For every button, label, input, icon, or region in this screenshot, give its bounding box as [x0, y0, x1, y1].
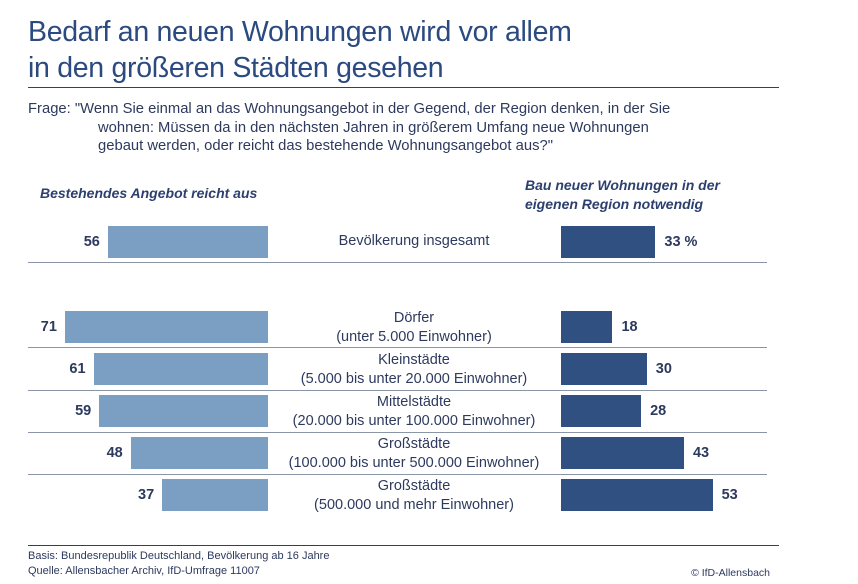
title-divider [28, 87, 779, 88]
bar-left [64, 311, 268, 343]
row-separator [28, 474, 767, 475]
value-label-left: 56 [83, 234, 100, 250]
value-label-left: 61 [69, 361, 86, 377]
bar-right [561, 226, 656, 258]
footer-source: Quelle: Allensbacher Archiv, IfD-Umfrage… [28, 565, 260, 577]
right-header-line-1: Bau neuer Wohnungen in der [525, 177, 720, 193]
bar-right [561, 311, 613, 343]
category-label: Großstädte (100.000 bis unter 500.000 Ein… [270, 435, 558, 473]
question-line-1: Frage: "Wenn Sie einmal an das Wohnungsa… [28, 101, 671, 117]
bar-left [107, 226, 268, 258]
value-label-right: 33 % [664, 234, 698, 250]
value-label-left: 71 [40, 319, 57, 335]
value-label-right: 18 [621, 319, 638, 335]
value-label-left: 48 [106, 445, 123, 461]
category-label-line: Bevölkerung insgesamt [338, 233, 490, 249]
category-label-line: Kleinstädte [378, 352, 450, 368]
category-label-line: (20.000 bis unter 100.000 Einwohner) [292, 413, 536, 429]
category-label: Kleinstädte (5.000 bis unter 20.000 Einwo… [270, 351, 558, 389]
value-label-right: 28 [650, 403, 667, 419]
category-label: Bevölkerung insgesamt [270, 232, 558, 251]
footer-notes: Basis: Bundesrepublik Deutschland, Bevöl… [28, 549, 329, 579]
question-line-2: wohnen: Müssen da in den nächsten Jahren… [98, 119, 649, 136]
bar-left [99, 395, 268, 427]
right-header-line-2: eigenen Region notwendig [525, 196, 704, 212]
question-text: Frage: "Wenn Sie einmal an das Wohnungsa… [28, 100, 788, 156]
category-label-line: (5.000 bis unter 20.000 Einwohner) [300, 371, 528, 387]
value-label-left: 59 [75, 403, 92, 419]
row-separator [28, 262, 767, 263]
value-label-right: 53 [721, 487, 738, 503]
category-label-line: Dörfer [393, 310, 435, 326]
chart-title: Bedarf an neuen Wohnungen wird vor allem… [28, 14, 572, 86]
category-label: Großstädte (500.000 und mehr Einwohner) [270, 477, 558, 515]
right-series-header: Bau neuer Wohnungen in der eigenen Regio… [525, 176, 720, 214]
value-label-left: 37 [138, 487, 155, 503]
row-separator [28, 390, 767, 391]
row-separator [28, 432, 767, 433]
category-label-line: (500.000 und mehr Einwohner) [314, 497, 514, 513]
bar-left [130, 437, 268, 469]
bar-right [561, 395, 642, 427]
category-label-line: (100.000 bis unter 500.000 Einwohner) [288, 455, 540, 471]
footer-divider [28, 545, 779, 546]
category-label: Mittelstädte (20.000 bis unter 100.000 Ei… [270, 393, 558, 431]
bar-left [162, 479, 268, 511]
category-label-line: Mittelstädte [376, 394, 452, 410]
value-label-right: 30 [655, 361, 672, 377]
row-separator [28, 347, 767, 348]
title-line-1: Bedarf an neuen Wohnungen wird vor allem [28, 16, 572, 48]
value-label-right: 43 [692, 445, 710, 461]
category-label-line: Großstädte [377, 436, 451, 452]
bar-right [561, 353, 647, 385]
copyright: © IfD-Allensbach [691, 567, 770, 579]
category-label-line: Großstädte [377, 478, 451, 494]
left-series-header: Bestehendes Angebot reicht aus [40, 185, 258, 201]
title-line-2: in den größeren Städten gesehen [28, 52, 444, 84]
bar-right [561, 479, 713, 511]
bar-right [561, 437, 684, 469]
question-line-3: gebaut werden, oder reicht das bestehend… [98, 138, 553, 154]
category-label: Dörfer (unter 5.000 Einwohner) [270, 309, 558, 347]
bar-left [93, 353, 268, 385]
footer-basis: Basis: Bundesrepublik Deutschland, Bevöl… [28, 550, 330, 562]
category-label-line: (unter 5.000 Einwohner) [336, 329, 492, 345]
